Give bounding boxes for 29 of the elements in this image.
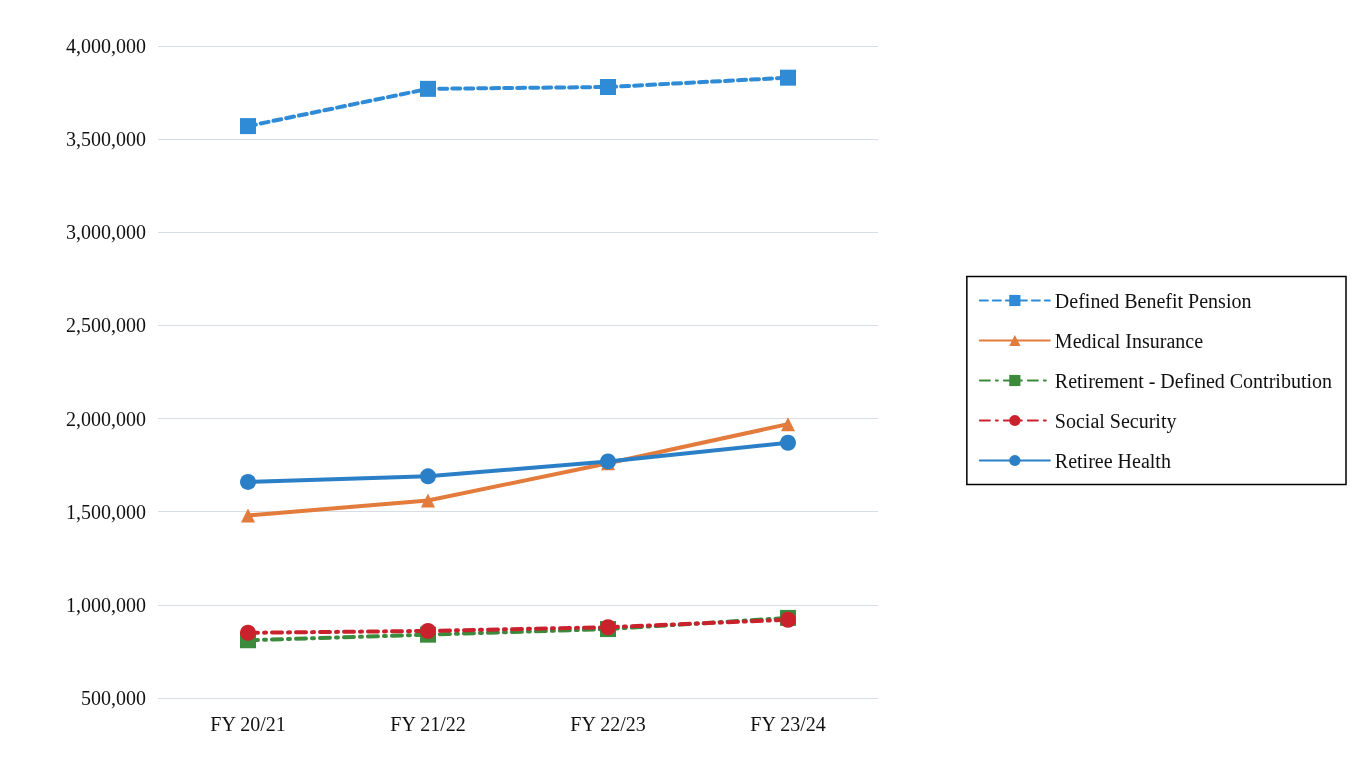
point — [240, 118, 256, 135]
y-tick-label: 2,000,000 — [66, 407, 146, 430]
x-tick-label: FY 21/22 — [390, 713, 466, 735]
legend-label: Retiree Health — [1054, 449, 1171, 472]
y-tick-label: 3,500,000 — [66, 128, 146, 151]
legend-label: Retirement - Defined Contribution — [1054, 369, 1333, 392]
point — [240, 473, 256, 490]
point — [781, 417, 795, 432]
point — [421, 493, 435, 508]
point — [420, 468, 436, 485]
y-tick-label: 1,000,000 — [66, 593, 146, 616]
point — [600, 78, 616, 95]
point — [420, 80, 436, 97]
y-tick-label: 3,000,000 — [66, 221, 146, 244]
point — [241, 508, 255, 523]
point — [780, 434, 796, 451]
x-tick-label: FY 22/23 — [570, 713, 646, 735]
point — [420, 622, 436, 639]
y-tick-label: 1,500,000 — [66, 500, 146, 523]
x-tick-label: FY 23/24 — [750, 713, 826, 735]
y-tick-label: 4,000,000 — [66, 35, 146, 57]
y-tick-label: 500,000 — [81, 687, 146, 709]
point — [780, 69, 796, 86]
point — [240, 624, 256, 641]
legend-label: Social Security — [1054, 409, 1177, 433]
legend-label: Defined Benefit Pension — [1054, 289, 1252, 312]
x-tick-label: FY 20/21 — [210, 713, 286, 735]
y-tick-label: 2,500,000 — [66, 314, 146, 337]
legend-label: Medical Insurance — [1054, 329, 1204, 352]
